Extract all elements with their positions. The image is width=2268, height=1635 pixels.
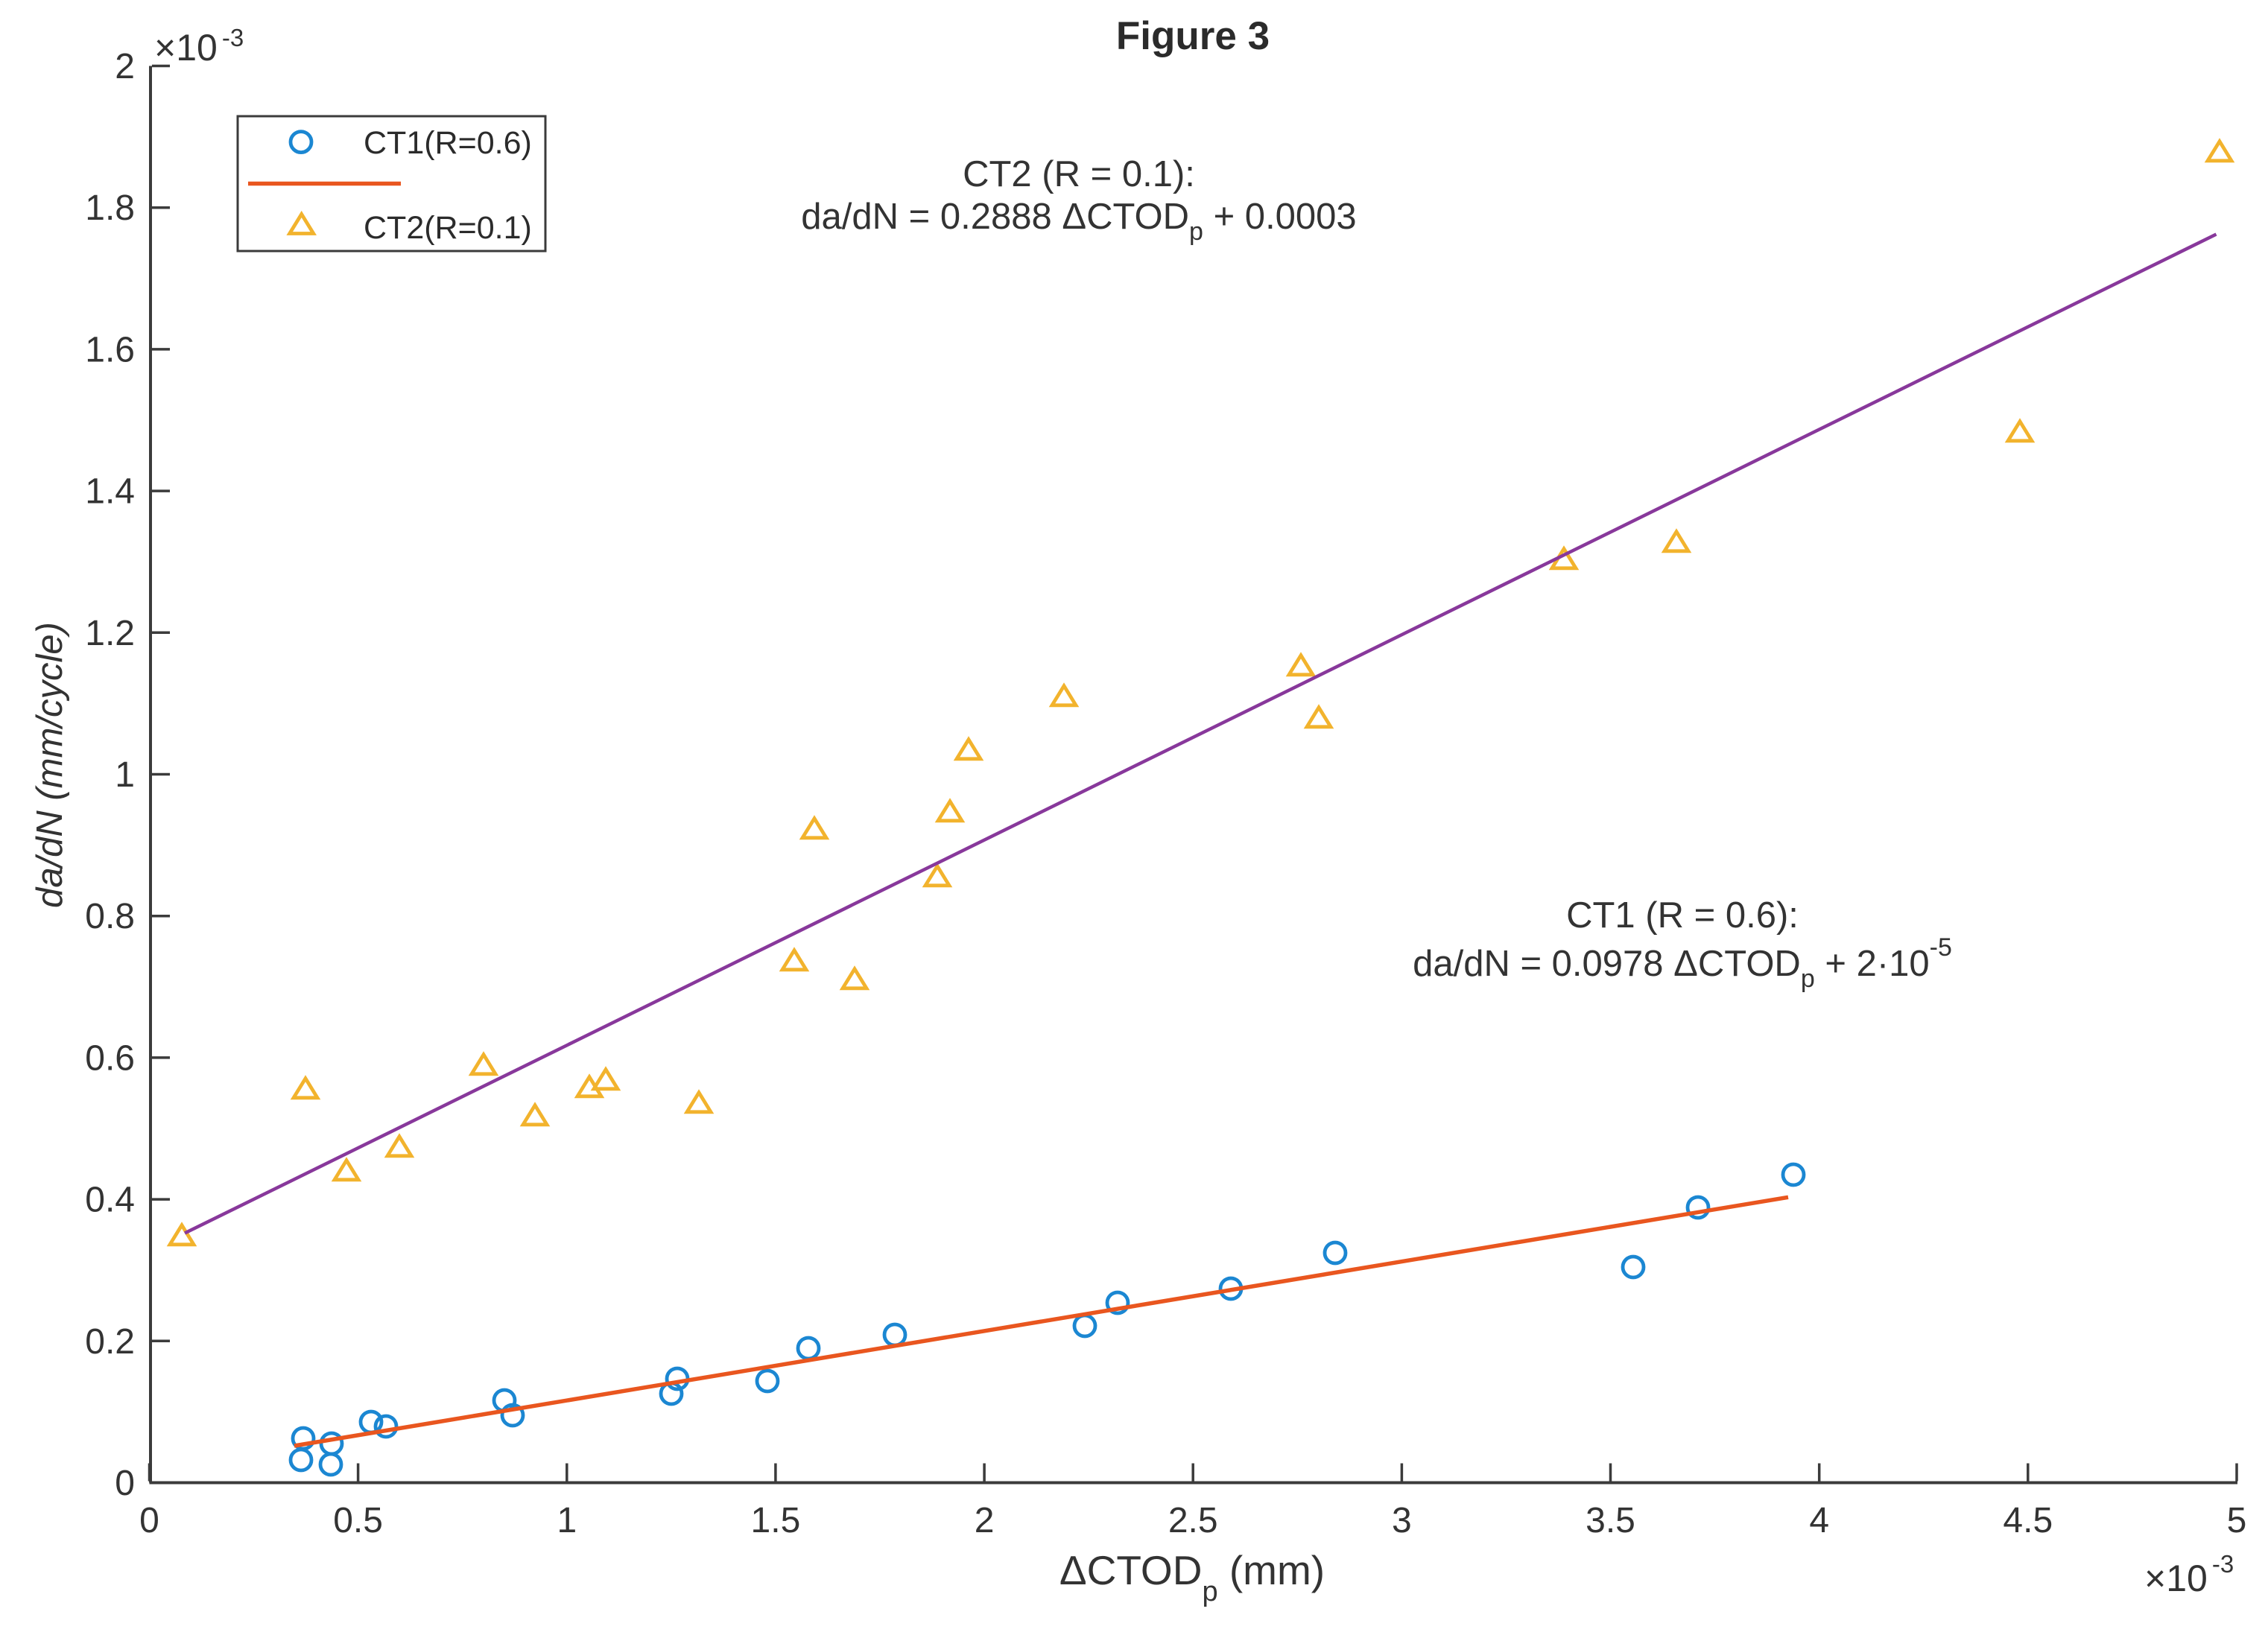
svg-text:4: 4 [1809, 1501, 1829, 1540]
svg-text:1.4: 1.4 [85, 472, 135, 512]
svg-text:3.5: 3.5 [1586, 1501, 1635, 1540]
svg-text:CT1 (R = 0.6):: CT1 (R = 0.6): [1566, 895, 1799, 936]
svg-text:0.5: 0.5 [333, 1501, 383, 1540]
svg-text:×10-3: ×10 -3 [154, 24, 244, 69]
svg-text:da/dN = 0.0978 ΔCTODp + 2·10-5: da/dN = 0.0978 ΔCTODp + 2·10-5 [1413, 933, 1952, 993]
svg-text:0: 0 [115, 1464, 135, 1503]
svg-text:CT1(R=0.6): CT1(R=0.6) [364, 125, 532, 161]
svg-text:1.6: 1.6 [85, 330, 135, 369]
svg-text:1.8: 1.8 [85, 188, 135, 228]
svg-text:5: 5 [2227, 1501, 2247, 1540]
svg-text:da/dN (mm/cycle): da/dN (mm/cycle) [30, 622, 70, 908]
svg-text:0.8: 0.8 [85, 897, 135, 936]
svg-text:0.2: 0.2 [85, 1322, 135, 1362]
svg-text:0.6: 0.6 [85, 1038, 135, 1078]
svg-text:1.2: 1.2 [85, 614, 135, 653]
svg-text:CT2 (R = 0.1):: CT2 (R = 0.1): [963, 154, 1195, 194]
svg-text:2: 2 [115, 47, 135, 86]
svg-text:1: 1 [557, 1501, 577, 1540]
svg-text:1.5: 1.5 [751, 1501, 801, 1540]
svg-text:CT2(R=0.1): CT2(R=0.1) [364, 210, 532, 246]
svg-text:3: 3 [1392, 1501, 1412, 1540]
svg-text:Figure 3: Figure 3 [1116, 14, 1270, 58]
svg-text:2.5: 2.5 [1168, 1501, 1218, 1540]
svg-text:1: 1 [115, 755, 135, 795]
svg-text:2: 2 [975, 1501, 995, 1540]
svg-text:4.5: 4.5 [2003, 1501, 2053, 1540]
svg-text:0: 0 [139, 1501, 159, 1540]
svg-text:0.4: 0.4 [85, 1181, 135, 1220]
